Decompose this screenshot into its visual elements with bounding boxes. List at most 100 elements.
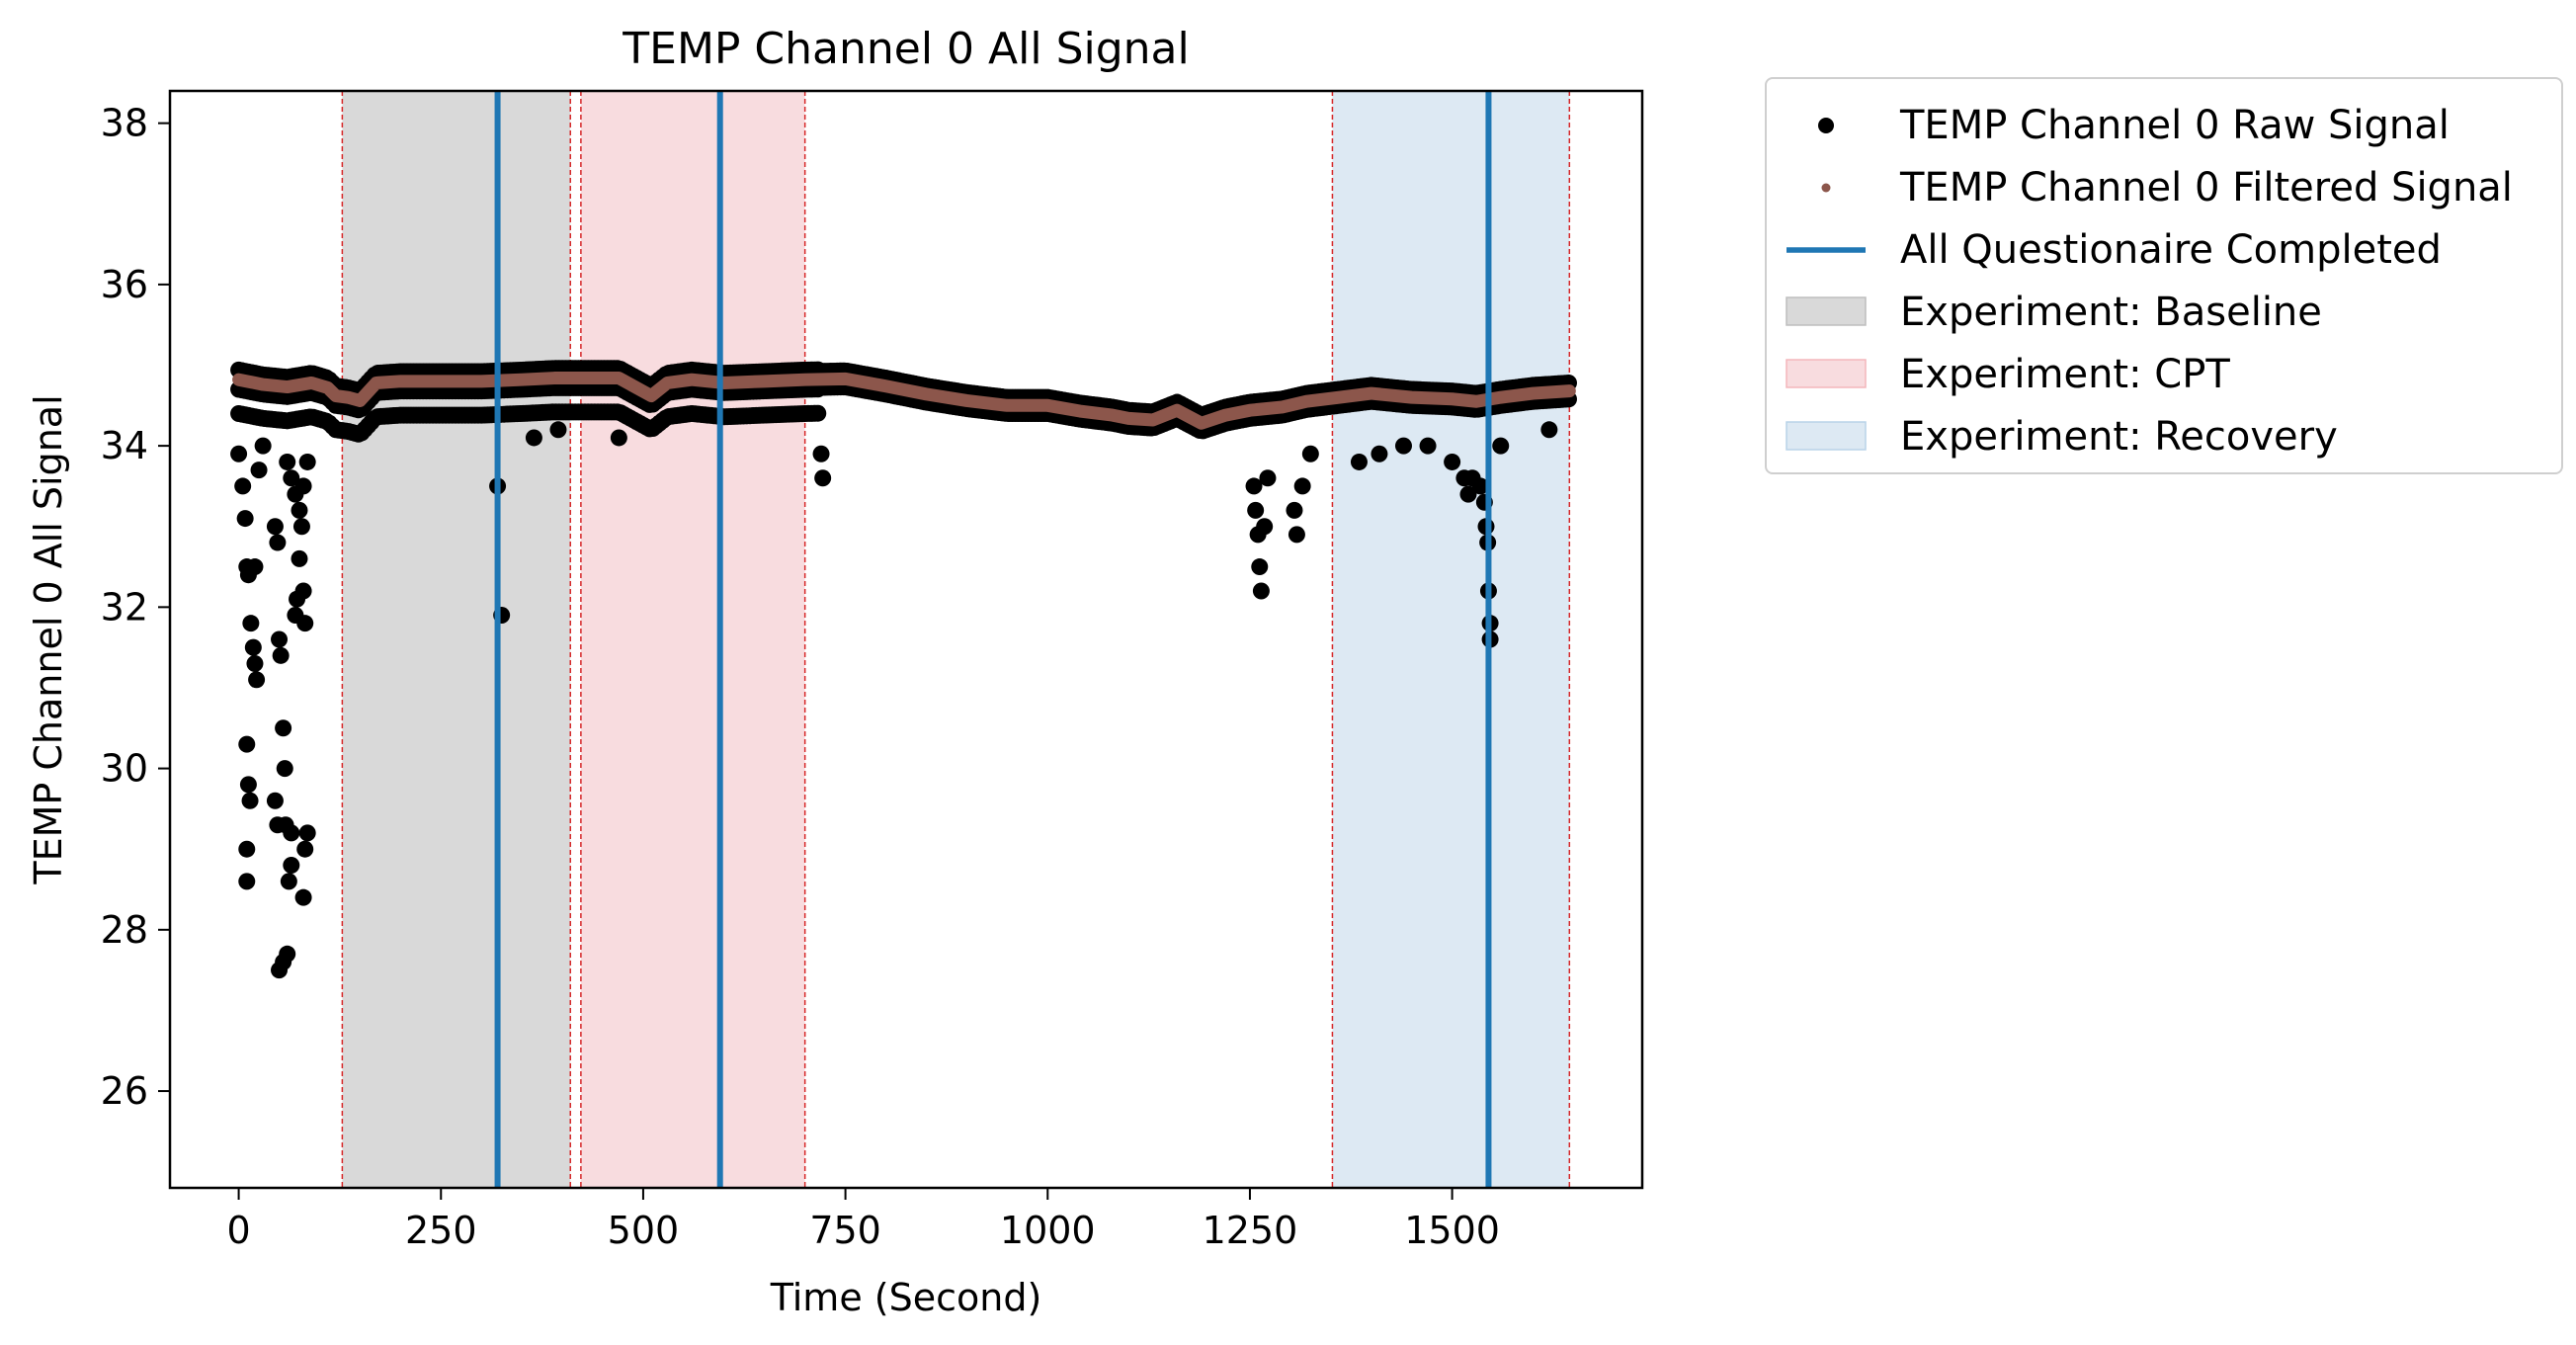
y-tick-label-3: 32 bbox=[101, 585, 148, 629]
raw-point-17 bbox=[266, 518, 284, 536]
legend-baseline-patch bbox=[1786, 296, 1867, 326]
y-tick-label-6: 38 bbox=[101, 102, 148, 145]
y-tick-label-4: 34 bbox=[101, 424, 148, 467]
raw-point-35 bbox=[292, 518, 310, 536]
legend-item-questionaire: All Questionaire Completed bbox=[1767, 218, 2557, 281]
legend-item-filtered-signal: TEMP Channel 0 Filtered Signal bbox=[1767, 156, 2557, 218]
raw-point-64 bbox=[1301, 445, 1319, 462]
legend-questionaire-line bbox=[1787, 247, 1866, 253]
legend-label-raw: TEMP Channel 0 Raw Signal bbox=[1900, 103, 2450, 148]
raw-point-80 bbox=[1492, 437, 1510, 455]
raw-point-63 bbox=[1293, 477, 1311, 495]
legend-label-questionaire: All Questionaire Completed bbox=[1900, 227, 2442, 273]
raw-point-69 bbox=[1444, 453, 1461, 470]
y-tick-label-1: 28 bbox=[101, 908, 148, 952]
x-tick-label-5: 1250 bbox=[1203, 1209, 1298, 1252]
raw-point-2 bbox=[236, 510, 254, 528]
legend-filtered-marker bbox=[1821, 183, 1831, 193]
plot-area bbox=[230, 91, 1577, 1188]
raw-point-36 bbox=[294, 582, 312, 600]
legend-label-recovery: Experiment: Recovery bbox=[1900, 414, 2338, 460]
x-tick-label-0: 0 bbox=[226, 1209, 250, 1252]
raw-point-27 bbox=[279, 945, 296, 963]
span-2 bbox=[1332, 91, 1570, 1188]
raw-point-53 bbox=[814, 469, 832, 487]
raw-point-6 bbox=[244, 638, 262, 656]
raw-point-51 bbox=[610, 429, 627, 447]
raw-point-71 bbox=[1459, 485, 1477, 503]
legend-cpt-patch bbox=[1786, 359, 1867, 388]
raw-point-31 bbox=[277, 816, 294, 834]
legend-item-recovery: Experiment: Recovery bbox=[1767, 405, 2557, 467]
legend-label-baseline: Experiment: Baseline bbox=[1900, 290, 2322, 335]
raw-point-8 bbox=[248, 671, 266, 689]
raw-point-73 bbox=[1471, 477, 1489, 495]
raw-point-21 bbox=[275, 719, 292, 737]
x-tick-label-6: 1500 bbox=[1404, 1209, 1500, 1252]
raw-point-60 bbox=[1259, 469, 1277, 487]
legend-recovery-patch bbox=[1786, 421, 1867, 451]
raw-point-13 bbox=[238, 873, 256, 890]
raw-point-11 bbox=[241, 792, 259, 809]
x-tick-label-3: 750 bbox=[809, 1209, 881, 1252]
raw-point-46 bbox=[298, 453, 316, 470]
raw-point-12 bbox=[238, 840, 256, 858]
raw-point-62 bbox=[1288, 526, 1305, 544]
raw-point-18 bbox=[269, 534, 287, 551]
raw-point-28 bbox=[280, 873, 297, 890]
raw-point-42 bbox=[283, 469, 300, 487]
raw-point-81 bbox=[1540, 421, 1558, 439]
raw-point-44 bbox=[291, 501, 308, 519]
raw-point-23 bbox=[266, 792, 284, 809]
raw-point-16 bbox=[254, 437, 272, 455]
filtered-signal-line bbox=[232, 372, 1576, 430]
raw-point-38 bbox=[298, 824, 316, 842]
raw-point-band-539 bbox=[809, 404, 827, 422]
raw-point-39 bbox=[296, 840, 314, 858]
raw-point-5 bbox=[242, 615, 260, 632]
x-axis-label: Time (Second) bbox=[770, 1276, 1042, 1319]
raw-point-66 bbox=[1371, 445, 1388, 462]
axes-frame bbox=[168, 89, 1644, 1190]
legend-item-baseline: Experiment: Baseline bbox=[1767, 281, 2557, 343]
x-tick-label-1: 250 bbox=[405, 1209, 477, 1252]
raw-point-37 bbox=[296, 615, 314, 632]
x-tick-label-2: 500 bbox=[608, 1209, 680, 1252]
raw-point-68 bbox=[1419, 437, 1437, 455]
raw-point-45 bbox=[294, 477, 312, 495]
raw-point-40 bbox=[294, 888, 312, 906]
x-tick-label-4: 1000 bbox=[1000, 1209, 1096, 1252]
y-tick-label-0: 26 bbox=[101, 1069, 148, 1113]
axis-ticks: 0 250 500 750 1000 1250 1500 26 28 30 32 34 36 38 bbox=[101, 102, 1500, 1252]
raw-point-55 bbox=[1247, 501, 1265, 519]
raw-point-1 bbox=[234, 477, 252, 495]
raw-point-67 bbox=[1394, 437, 1412, 455]
legend-label-cpt: Experiment: CPT bbox=[1900, 352, 2230, 397]
raw-point-15 bbox=[250, 462, 268, 479]
legend: TEMP Channel 0 Raw Signal TEMP Channel 0… bbox=[1765, 77, 2563, 474]
raw-point-10 bbox=[239, 776, 257, 794]
raw-point-59 bbox=[1256, 518, 1274, 536]
raw-point-58 bbox=[1252, 582, 1270, 600]
raw-point-41 bbox=[279, 453, 296, 470]
raw-point-14 bbox=[246, 558, 264, 576]
raw-point-52 bbox=[812, 445, 830, 462]
raw-point-50 bbox=[549, 421, 567, 439]
raw-point-30 bbox=[283, 857, 300, 875]
raw-point-65 bbox=[1350, 453, 1368, 470]
raw-point-54 bbox=[1245, 477, 1263, 495]
raw-point-0 bbox=[230, 445, 248, 462]
raw-point-7 bbox=[246, 654, 264, 672]
raw-point-57 bbox=[1251, 558, 1269, 576]
legend-label-filtered: TEMP Channel 0 Filtered Signal bbox=[1900, 165, 2513, 210]
raw-point-22 bbox=[276, 760, 293, 778]
y-axis-label: TEMP Channel 0 All Signal bbox=[27, 394, 70, 884]
y-tick-label-2: 30 bbox=[101, 747, 148, 791]
raw-point-34 bbox=[291, 549, 308, 567]
span-0 bbox=[342, 91, 571, 1188]
raw-point-61 bbox=[1286, 501, 1303, 519]
legend-item-cpt: Experiment: CPT bbox=[1767, 343, 2557, 405]
y-tick-label-5: 36 bbox=[101, 263, 148, 306]
raw-point-49 bbox=[525, 429, 542, 447]
